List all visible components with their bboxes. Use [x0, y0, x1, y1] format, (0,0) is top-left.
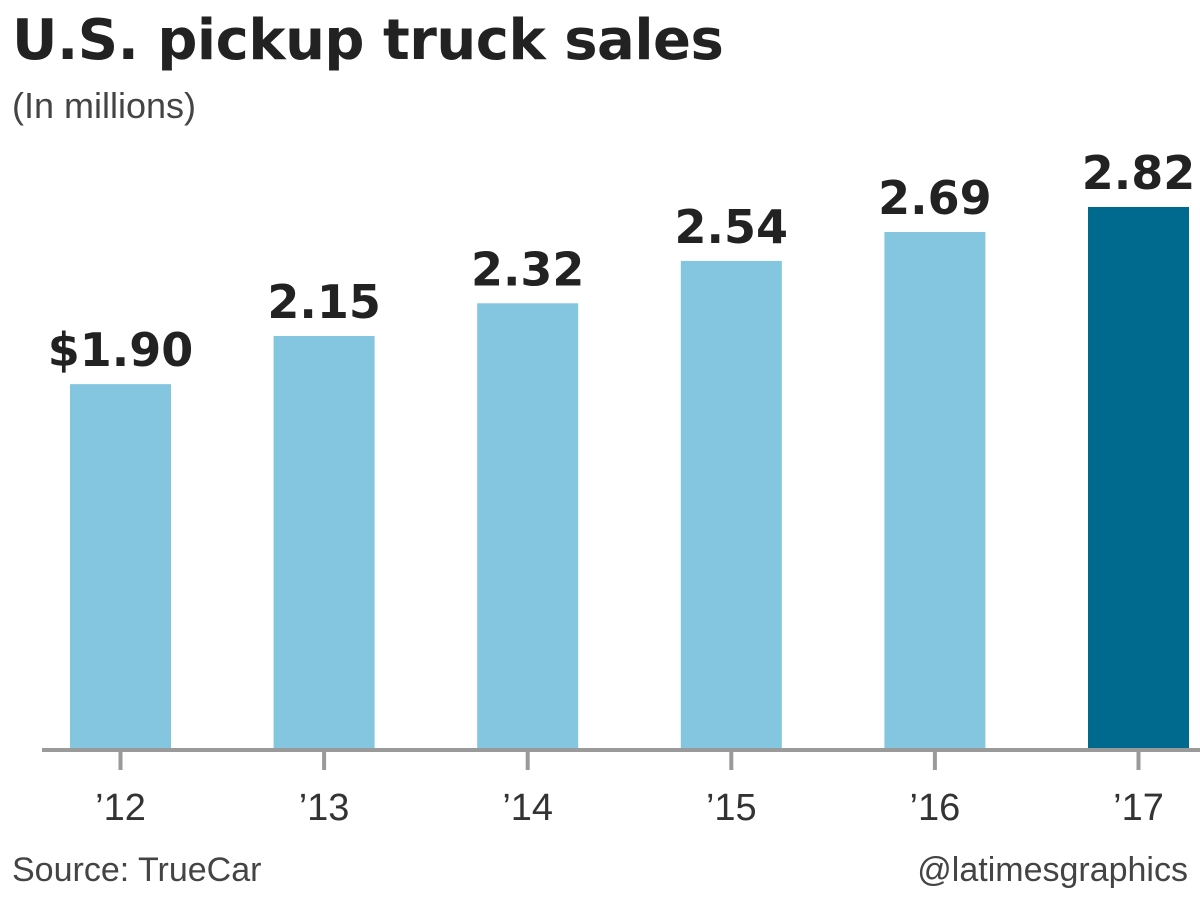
value-label-0: $1.90	[48, 323, 194, 377]
chart-subtitle: (In millions)	[12, 85, 197, 126]
x-tick-label-2: ’14	[502, 787, 553, 829]
x-tick-label-1: ’13	[299, 787, 350, 829]
value-label-4: 2.69	[878, 171, 992, 225]
value-label-group: $1.90 2.15 2.32 2.54 2.69 2.82	[48, 146, 1196, 377]
credit-note: @latimesgraphics	[917, 851, 1188, 889]
chart-title: U.S. pickup truck sales	[12, 8, 724, 73]
value-label-2: 2.32	[471, 242, 585, 296]
x-tick-label-3: ’15	[706, 787, 757, 829]
bar-1	[273, 336, 375, 750]
source-note: Source: TrueCar	[12, 851, 262, 889]
value-label-5: 2.82	[1082, 146, 1196, 200]
value-label-3: 2.54	[675, 200, 789, 254]
bar-0	[70, 384, 171, 750]
x-tick-label-group: ’12 ’13 ’14 ’15 ’16 ’17	[95, 787, 1164, 829]
x-tick-group	[118, 750, 1141, 770]
value-label-1: 2.15	[267, 275, 381, 329]
bar-2	[477, 303, 579, 750]
bar-4	[884, 232, 986, 750]
x-tick-label-4: ’16	[910, 787, 961, 829]
bar-3	[680, 260, 782, 750]
x-tick-label-0: ’12	[95, 787, 146, 829]
bar-group	[70, 207, 1189, 750]
x-tick-label-5: ’17	[1113, 787, 1164, 829]
bar-5	[1088, 207, 1189, 750]
